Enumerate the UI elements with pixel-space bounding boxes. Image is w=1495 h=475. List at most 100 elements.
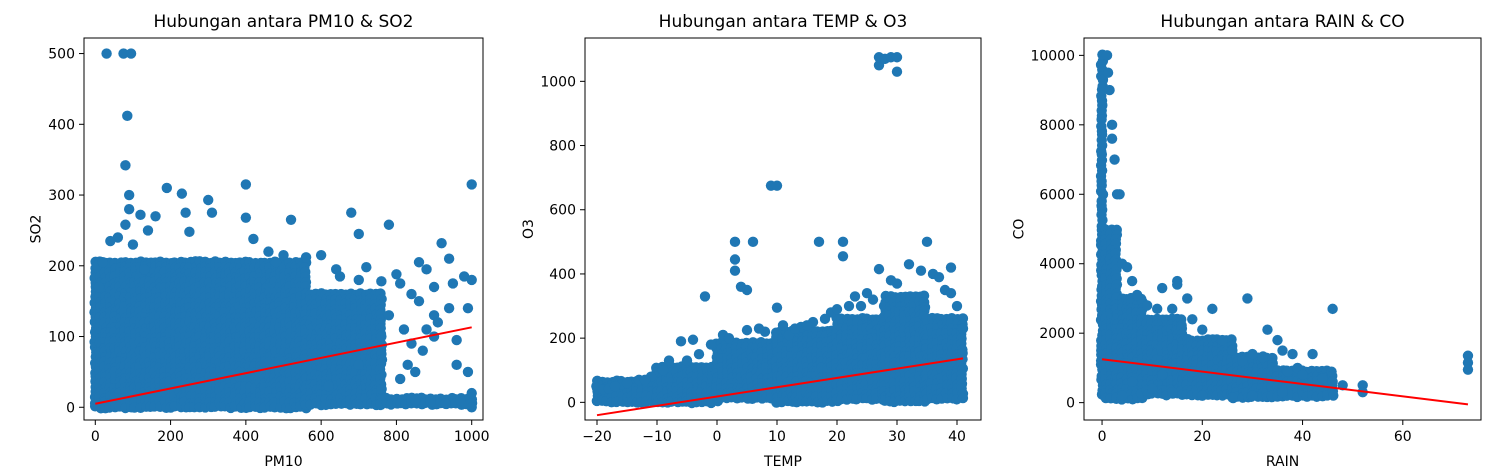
data-point [176, 188, 188, 199]
data-point [300, 252, 312, 263]
regression-line [1101, 358, 1469, 406]
data-point [466, 387, 477, 399]
data-point [455, 394, 466, 406]
data-point [353, 228, 364, 240]
data-point [681, 355, 693, 366]
y-tick-label: 0 [567, 395, 576, 411]
plot-area [89, 48, 478, 414]
data-point [447, 278, 459, 289]
data-point [639, 374, 651, 386]
data-point [789, 323, 801, 334]
y-tick-label: 600 [549, 203, 576, 219]
data-point [410, 394, 421, 406]
data-point [663, 355, 675, 366]
data-point [466, 402, 477, 413]
x-tick-label: 20 [1193, 429, 1211, 445]
data-point [921, 236, 933, 248]
data-point [101, 48, 112, 59]
data-point [135, 209, 146, 221]
point-cloud [300, 288, 388, 411]
x-tick-label: 30 [888, 429, 906, 445]
data-point [417, 345, 428, 356]
y-axis-label: SO2 [29, 215, 45, 244]
data-point [451, 359, 462, 371]
y-tick-label: 800 [549, 139, 576, 155]
data-point [462, 303, 474, 314]
x-tick-label: 800 [383, 429, 410, 445]
point-cloud [920, 312, 969, 405]
data-point [353, 274, 364, 286]
data-point [263, 246, 274, 257]
data-point [771, 302, 783, 313]
data-point [440, 398, 451, 409]
data-point [1287, 348, 1298, 360]
x-tick-label: 20 [828, 429, 846, 445]
x-tick-label: 40 [948, 429, 966, 445]
y-tick-label: 2000 [1039, 326, 1075, 342]
data-point [125, 48, 137, 59]
data-point [729, 254, 741, 265]
y-tick-label: 8000 [1039, 118, 1075, 134]
data-point [410, 366, 421, 378]
data-point [123, 203, 135, 215]
data-point [451, 334, 462, 346]
x-tick-label: 200 [157, 429, 184, 445]
y-tick-label: 400 [48, 117, 75, 133]
data-point [1207, 303, 1218, 315]
data-point [687, 334, 699, 345]
x-tick-label: 0 [1098, 429, 1107, 445]
data-point [413, 295, 425, 307]
data-point [180, 207, 191, 218]
data-point [421, 324, 432, 335]
y-tick-label: 200 [549, 331, 576, 347]
x-axis-label: TEMP [763, 454, 802, 470]
data-point [1327, 376, 1338, 387]
x-axis-label: PM10 [264, 454, 302, 470]
y-tick-label: 6000 [1039, 187, 1075, 203]
data-point [323, 380, 334, 392]
data-point [1237, 355, 1248, 367]
data-point [813, 236, 825, 248]
data-point [657, 365, 669, 376]
data-point [771, 180, 783, 191]
data-point [891, 52, 903, 63]
data-point [285, 214, 297, 226]
data-point [346, 207, 357, 218]
data-point [741, 324, 753, 336]
data-point [1327, 303, 1338, 315]
data-point [699, 291, 711, 302]
data-point [105, 235, 116, 247]
data-point [915, 265, 927, 276]
data-point [240, 212, 252, 223]
data-point [951, 300, 963, 312]
data-point [1282, 366, 1293, 377]
chart-title: Hubungan antara TEMP & O3 [659, 12, 908, 32]
data-point [891, 278, 903, 289]
data-point [1182, 293, 1193, 304]
data-point [1217, 334, 1228, 346]
plot-frame [584, 37, 982, 421]
chart-title: Hubungan antara RAIN & CO [1160, 12, 1404, 32]
data-point [161, 182, 173, 194]
data-point [203, 194, 214, 206]
data-point [831, 304, 843, 315]
data-point [97, 257, 109, 268]
data-point [413, 257, 425, 268]
data-point [425, 396, 436, 407]
data-point [1114, 189, 1125, 200]
data-point [1227, 392, 1238, 403]
data-point [206, 207, 218, 218]
x-tick-label: 400 [232, 429, 259, 445]
data-point [747, 236, 759, 248]
data-point [621, 377, 633, 389]
y-tick-label: 0 [1066, 396, 1075, 412]
data-point [741, 284, 753, 296]
plot-area [591, 52, 969, 417]
data-point [1126, 275, 1138, 287]
data-point [729, 265, 741, 276]
data-point [1247, 348, 1258, 360]
data-point [891, 66, 903, 77]
data-point [609, 381, 621, 392]
data-point [1146, 383, 1158, 394]
